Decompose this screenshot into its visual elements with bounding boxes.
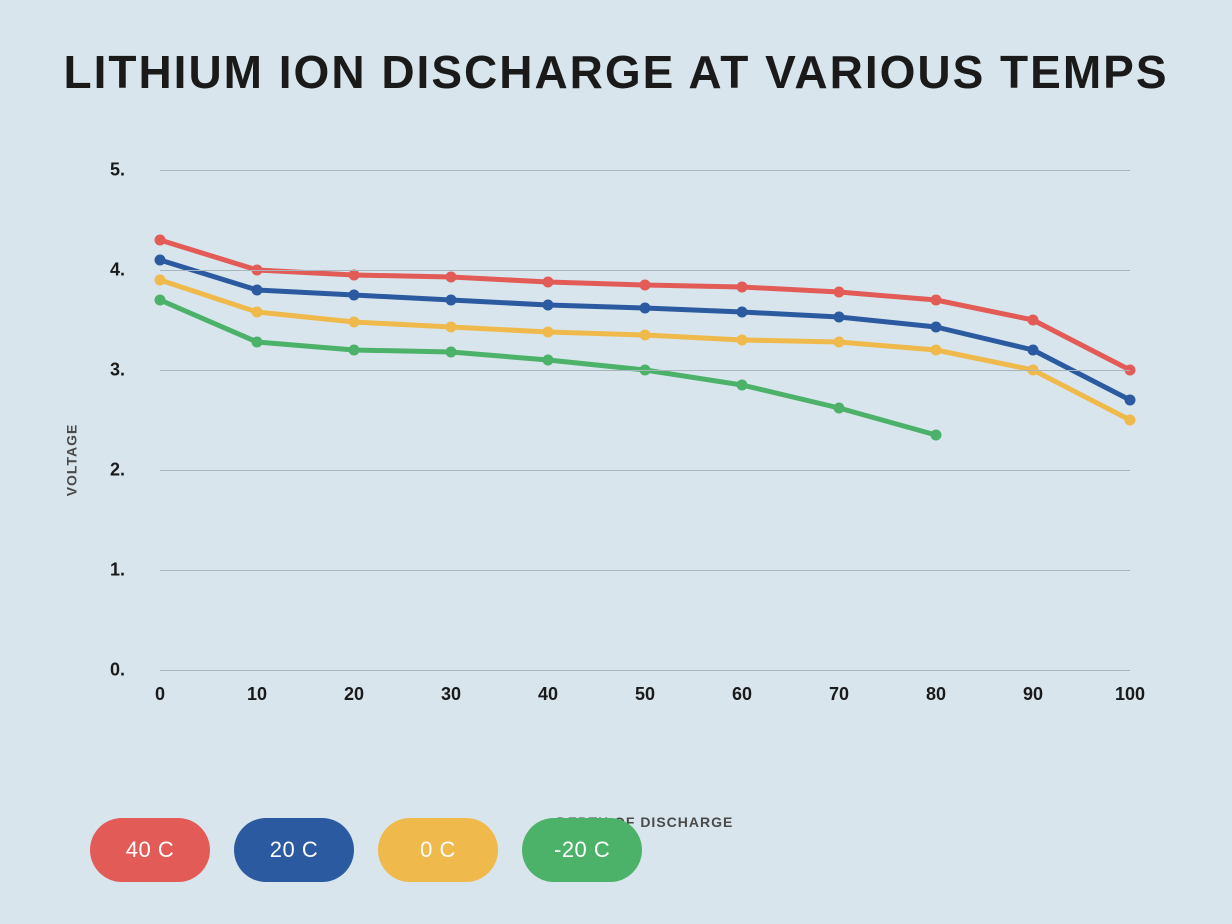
series-marker: [931, 345, 942, 356]
series-marker: [446, 347, 457, 358]
series-marker: [543, 277, 554, 288]
grid-line: [160, 370, 1130, 371]
series-marker: [931, 430, 942, 441]
series-marker: [1028, 345, 1039, 356]
x-tick-label: 100: [1115, 684, 1145, 705]
series-marker: [834, 312, 845, 323]
x-tick-label: 20: [344, 684, 364, 705]
series-marker: [155, 255, 166, 266]
series-marker: [640, 303, 651, 314]
series-marker: [543, 355, 554, 366]
grid-line: [160, 470, 1130, 471]
chart-title: LITHIUM ION DISCHARGE AT VARIOUS TEMPS: [0, 45, 1232, 99]
x-tick-label: 30: [441, 684, 461, 705]
grid-line: [160, 270, 1130, 271]
y-tick-label: 2.: [110, 460, 125, 481]
grid-line: [160, 670, 1130, 671]
legend-item: 20 C: [234, 818, 354, 882]
series-marker: [737, 380, 748, 391]
series-marker: [155, 235, 166, 246]
series-line: [160, 280, 1130, 420]
series-marker: [737, 335, 748, 346]
x-tick-label: 40: [538, 684, 558, 705]
series-marker: [155, 295, 166, 306]
series-marker: [446, 322, 457, 333]
series-marker: [252, 307, 263, 318]
y-tick-label: 0.: [110, 660, 125, 681]
legend-item: -20 C: [522, 818, 642, 882]
series-marker: [543, 327, 554, 338]
y-tick-label: 4.: [110, 260, 125, 281]
chart-area: VOLTAGE 0.1.2.3.4.5. 0102030405060708090…: [90, 170, 1150, 750]
series-marker: [931, 295, 942, 306]
y-tick-label: 1.: [110, 560, 125, 581]
y-tick-label: 5.: [110, 160, 125, 181]
legend-item: 0 C: [378, 818, 498, 882]
legend-item: 40 C: [90, 818, 210, 882]
grid-line: [160, 170, 1130, 171]
series-marker: [1125, 415, 1136, 426]
series-marker: [640, 280, 651, 291]
series-marker: [834, 337, 845, 348]
x-tick-label: 90: [1023, 684, 1043, 705]
x-tick-label: 80: [926, 684, 946, 705]
grid-line: [160, 570, 1130, 571]
series-marker: [349, 345, 360, 356]
series-marker: [155, 275, 166, 286]
series-marker: [1125, 395, 1136, 406]
series-line: [160, 300, 936, 435]
series-marker: [349, 270, 360, 281]
series-marker: [252, 337, 263, 348]
series-marker: [834, 287, 845, 298]
series-marker: [834, 403, 845, 414]
series-marker: [640, 330, 651, 341]
series-marker: [446, 295, 457, 306]
x-tick-label: 0: [155, 684, 165, 705]
line-chart-svg: [160, 170, 1130, 670]
y-axis-label: VOLTAGE: [63, 424, 79, 497]
series-marker: [931, 322, 942, 333]
series-marker: [543, 300, 554, 311]
x-tick-label: 70: [829, 684, 849, 705]
series-marker: [737, 282, 748, 293]
series-marker: [1028, 315, 1039, 326]
series-marker: [446, 272, 457, 283]
x-tick-label: 50: [635, 684, 655, 705]
x-tick-label: 10: [247, 684, 267, 705]
series-marker: [737, 307, 748, 318]
series-marker: [349, 290, 360, 301]
series-marker: [252, 285, 263, 296]
series-marker: [349, 317, 360, 328]
plot-area: 0102030405060708090100: [160, 170, 1130, 670]
legend: 40 C 20 C 0 C -20 C: [90, 818, 642, 882]
x-tick-label: 60: [732, 684, 752, 705]
y-tick-label: 3.: [110, 360, 125, 381]
